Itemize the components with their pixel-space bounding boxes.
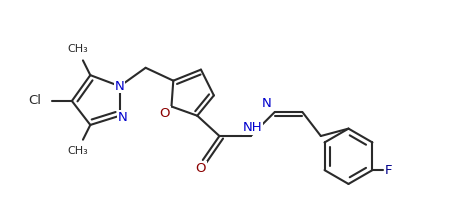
Text: CH₃: CH₃ <box>67 44 88 54</box>
Text: N: N <box>115 80 125 93</box>
Text: O: O <box>196 162 206 175</box>
Text: N: N <box>262 97 271 110</box>
Text: F: F <box>385 164 392 177</box>
Text: Cl: Cl <box>29 95 42 108</box>
Text: NH: NH <box>243 121 262 134</box>
Text: O: O <box>160 107 170 120</box>
Text: N: N <box>118 111 127 124</box>
Text: CH₃: CH₃ <box>67 146 88 156</box>
